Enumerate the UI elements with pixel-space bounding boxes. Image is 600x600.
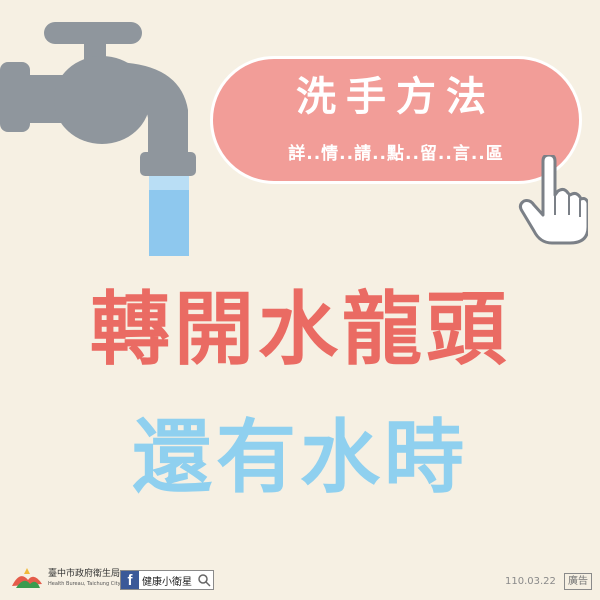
org-name: 臺中市政府衛生局: [48, 569, 121, 579]
headline-line2: 還有水時: [132, 411, 468, 504]
ad-badge: 廣告: [564, 573, 592, 590]
headline-line1: 轉開水龍頭: [90, 283, 510, 376]
hand-washing-card[interactable]: 洗手方法 詳..情..請..點..留..言..區: [210, 56, 582, 184]
card-subtitle: 詳..情..請..點..留..言..區: [288, 144, 504, 164]
facebook-icon: f: [121, 571, 139, 589]
faucet-icon: [0, 22, 196, 256]
taichung-health-logo: [12, 568, 42, 588]
card-title: 洗手方法: [296, 74, 496, 120]
search-icon: [198, 574, 211, 587]
pointing-hand-icon: [518, 155, 588, 245]
facebook-page-search[interactable]: f 健康小衛星: [120, 570, 214, 590]
facebook-page-name: 健康小衛星: [142, 576, 192, 588]
org-logo: 臺中市政府衛生局 Health Bureau, Taichung City Go…: [10, 568, 153, 590]
post-date: 110.03.22: [505, 576, 556, 587]
org-name-en: Health Bureau, Taichung City Government: [48, 581, 154, 587]
